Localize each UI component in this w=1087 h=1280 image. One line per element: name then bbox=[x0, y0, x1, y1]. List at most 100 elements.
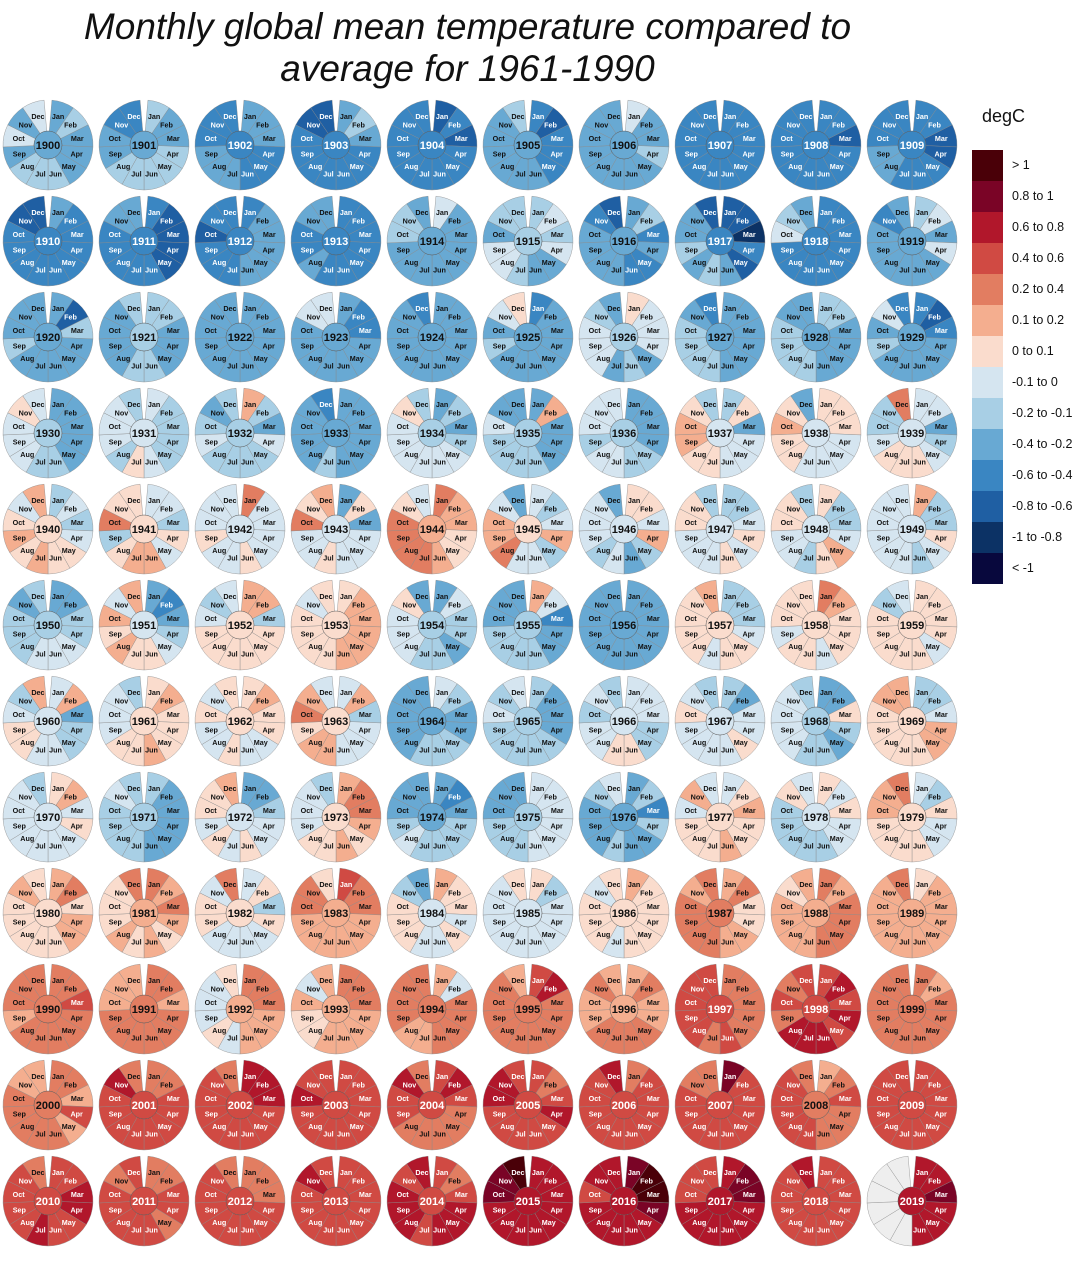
month-label: Oct bbox=[589, 134, 602, 143]
annual-mean-disc bbox=[513, 226, 543, 256]
annual-mean-disc bbox=[33, 610, 63, 640]
month-label: May bbox=[446, 162, 460, 171]
month-label: Sep bbox=[493, 341, 507, 350]
month-label: Mar bbox=[263, 1190, 276, 1199]
month-label: Aug bbox=[500, 450, 514, 459]
year-label: 1913 bbox=[324, 236, 348, 248]
month-label: Jan bbox=[52, 1168, 64, 1177]
month-label: Jun bbox=[241, 170, 254, 179]
month-label: Sep bbox=[493, 725, 507, 734]
month-label: Nov bbox=[307, 217, 321, 226]
year-label: 1907 bbox=[708, 140, 732, 152]
month-label: Nov bbox=[307, 121, 321, 130]
year-label: 1998 bbox=[804, 1004, 828, 1016]
month-label: Apr bbox=[934, 341, 947, 350]
month-label: Aug bbox=[212, 450, 226, 459]
year-label: 1932 bbox=[228, 428, 252, 440]
month-label: Sep bbox=[781, 629, 795, 638]
month-label: Jun bbox=[817, 362, 830, 371]
month-label: Mar bbox=[551, 710, 564, 719]
month-label: Oct bbox=[109, 614, 122, 623]
month-label: Feb bbox=[64, 121, 77, 130]
month-label: Mar bbox=[839, 614, 852, 623]
month-label: Oct bbox=[109, 902, 122, 911]
month-label: Jul bbox=[131, 362, 141, 371]
month-label: Apr bbox=[742, 437, 755, 446]
month-label: Jan bbox=[436, 208, 448, 217]
month-label: Feb bbox=[256, 505, 269, 514]
month-label: Jul bbox=[419, 650, 429, 659]
month-label: Nov bbox=[403, 505, 417, 514]
month-label: Apr bbox=[550, 725, 563, 734]
month-label: Jul bbox=[227, 170, 237, 179]
month-label: Jul bbox=[131, 554, 141, 563]
annual-mean-disc bbox=[609, 514, 639, 544]
month-label: Jan bbox=[52, 208, 64, 217]
month-label: Oct bbox=[397, 806, 410, 815]
year-label: 2012 bbox=[228, 1196, 252, 1208]
year-label: 1929 bbox=[900, 332, 924, 344]
month-label: Dec bbox=[895, 784, 908, 793]
month-label: Oct bbox=[877, 518, 890, 527]
month-label: Jan bbox=[532, 304, 544, 313]
month-label: Feb bbox=[544, 697, 557, 706]
month-label: Nov bbox=[787, 793, 801, 802]
year-label: 1987 bbox=[708, 908, 732, 920]
month-label: Jan bbox=[244, 496, 256, 505]
month-label: Jun bbox=[721, 362, 734, 371]
month-label: Nov bbox=[211, 985, 225, 994]
month-label: Apr bbox=[646, 629, 659, 638]
month-label: Sep bbox=[781, 149, 795, 158]
month-label: Nov bbox=[403, 601, 417, 610]
month-label: Nov bbox=[883, 601, 897, 610]
legend-swatch bbox=[972, 398, 1003, 429]
month-label: Jul bbox=[611, 746, 621, 755]
month-label: Sep bbox=[685, 437, 699, 446]
month-label: Apr bbox=[742, 149, 755, 158]
month-label: Aug bbox=[884, 834, 898, 843]
month-label: Sep bbox=[493, 149, 507, 158]
month-label: May bbox=[350, 162, 364, 171]
month-label: Mar bbox=[743, 326, 756, 335]
month-label: Jan bbox=[820, 304, 832, 313]
month-label: Oct bbox=[301, 1094, 314, 1103]
month-label: May bbox=[158, 642, 172, 651]
month-label: Aug bbox=[20, 546, 34, 555]
month-label: Jun bbox=[529, 554, 542, 563]
month-label: Jun bbox=[529, 746, 542, 755]
month-label: Dec bbox=[511, 208, 524, 217]
month-label: Mar bbox=[743, 230, 756, 239]
month-label: Jan bbox=[244, 976, 256, 985]
month-label: Oct bbox=[301, 998, 314, 1007]
month-label: Apr bbox=[262, 629, 275, 638]
month-label: Aug bbox=[212, 162, 226, 171]
month-label: Jul bbox=[899, 554, 909, 563]
month-label: Aug bbox=[212, 546, 226, 555]
month-label: Jan bbox=[532, 592, 544, 601]
annual-mean-disc bbox=[129, 418, 159, 448]
month-label: Apr bbox=[358, 437, 371, 446]
month-label: Aug bbox=[596, 1122, 610, 1131]
month-label: Mar bbox=[551, 326, 564, 335]
month-label: Mar bbox=[743, 902, 756, 911]
month-label: Mar bbox=[647, 614, 660, 623]
month-label: Jan bbox=[724, 688, 736, 697]
month-label: Mar bbox=[935, 902, 948, 911]
month-label: Jun bbox=[913, 1226, 926, 1235]
month-label: Jan bbox=[628, 784, 640, 793]
month-label: Aug bbox=[116, 546, 130, 555]
month-label: May bbox=[350, 450, 364, 459]
annual-mean-disc bbox=[897, 130, 927, 160]
month-label: Aug bbox=[500, 834, 514, 843]
month-label: May bbox=[734, 450, 748, 459]
year-label: 2016 bbox=[612, 1196, 636, 1208]
month-label: Aug bbox=[116, 450, 130, 459]
month-label: Feb bbox=[736, 697, 749, 706]
